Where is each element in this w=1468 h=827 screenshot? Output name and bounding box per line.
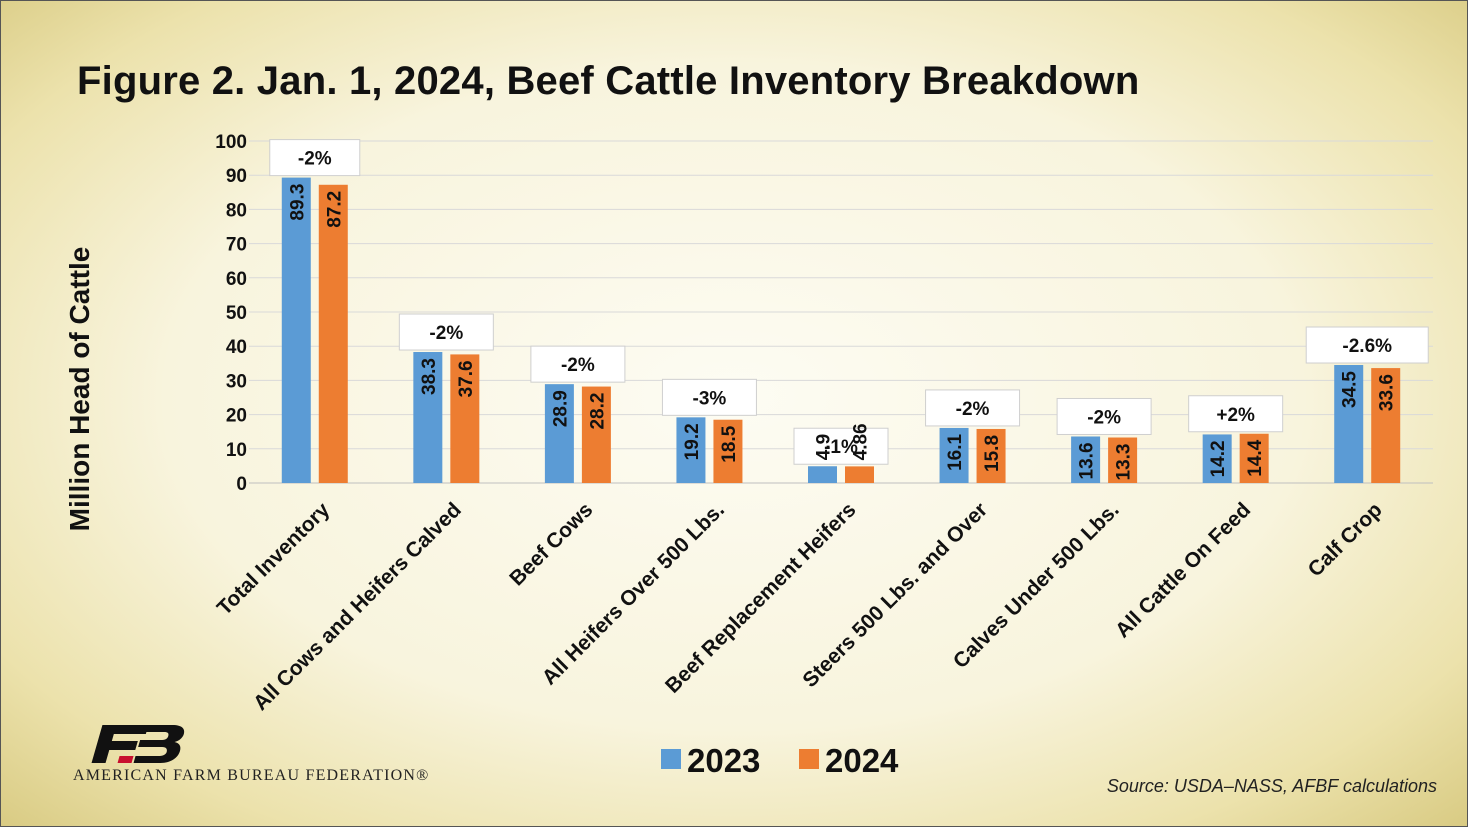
bar-2023 — [281, 177, 311, 483]
bar-2024 — [976, 428, 1006, 483]
legend: 2023 2024 — [661, 742, 899, 779]
y-axis-label: Million Head of Cattle — [64, 247, 95, 532]
source-note: Source: USDA–NASS, AFBF calculations — [1106, 776, 1437, 796]
y-tick-label: 100 — [215, 132, 247, 153]
value-label: 4.9 — [814, 434, 835, 460]
change-annotations: -2% -2% -2% -3% -1% -2% -2% +2% -2.6% — [269, 139, 1429, 465]
value-label: 19.2 — [682, 423, 703, 460]
y-axis: 0 10 20 30 40 50 60 70 80 90 100 — [215, 132, 247, 495]
value-label: 87.2 — [324, 191, 345, 228]
legend-swatch-2024 — [799, 749, 819, 769]
change-box — [398, 313, 494, 351]
change-box — [925, 389, 1021, 427]
value-label: 28.2 — [587, 393, 608, 430]
category-label: All Cattle On Feed — [1111, 498, 1255, 642]
value-label: 14.4 — [1245, 439, 1266, 476]
value-label: 89.3 — [287, 184, 308, 221]
bars — [281, 177, 1401, 483]
bar-2023 — [1071, 436, 1101, 483]
value-label: 18.5 — [719, 425, 740, 462]
value-label: 15.8 — [982, 435, 1003, 472]
change-box — [269, 139, 361, 177]
y-tick-label: 20 — [226, 406, 247, 427]
bar-2024 — [450, 354, 480, 483]
legend-label-2023: 2023 — [687, 742, 760, 779]
farm-bureau-logo-icon — [91, 725, 185, 763]
change-box — [661, 378, 757, 416]
bar-2023 — [808, 466, 837, 483]
org-name: AMERICAN FARM BUREAU FEDERATION® — [73, 767, 430, 784]
y-tick-label: 30 — [226, 371, 247, 392]
y-tick-label: 0 — [236, 474, 247, 495]
value-label: 13.3 — [1114, 444, 1135, 481]
y-tick-label: 40 — [226, 337, 247, 358]
y-tick-label: 10 — [226, 440, 247, 461]
bar-2024 — [1239, 433, 1269, 483]
bar-2024 — [713, 419, 743, 483]
value-label: 13.6 — [1077, 442, 1098, 479]
category-label: All Cows and Heifers Calved — [249, 498, 466, 715]
category-label: Beef Cows — [505, 498, 597, 590]
change-label: -2.6% — [1342, 336, 1392, 357]
value-labels: 89.3 87.2 38.3 37.6 28.9 28.2 19.2 18.5 4.9 4.86 1… — [287, 184, 1397, 481]
change-label: -2% — [561, 355, 595, 376]
category-label: Calf Crop — [1304, 498, 1387, 581]
bar-2023 — [413, 352, 443, 483]
bar-2024 — [1108, 437, 1138, 483]
chart-title: Figure 2. Jan. 1, 2024, Beef Cattle Inve… — [77, 59, 1140, 103]
bar-2024 — [318, 184, 348, 483]
value-label: 34.5 — [1340, 371, 1361, 408]
bar-2024 — [1371, 368, 1401, 483]
bar-2023 — [1334, 365, 1364, 483]
change-box — [1305, 326, 1429, 364]
value-label: 28.9 — [550, 390, 571, 427]
bar-2024 — [845, 466, 874, 483]
change-box — [1056, 397, 1152, 435]
change-box — [1188, 395, 1284, 433]
change-box — [793, 427, 889, 465]
category-label: Total Inventory — [213, 498, 335, 620]
bar-2023 — [676, 417, 706, 483]
change-label: -2% — [429, 323, 463, 344]
bar-2023 — [544, 384, 574, 483]
value-label: 16.1 — [945, 434, 966, 471]
y-tick-label: 80 — [226, 200, 247, 221]
bar-2023 — [939, 427, 969, 483]
y-tick-label: 70 — [226, 235, 247, 256]
change-label: -3% — [693, 388, 727, 409]
change-label: -2% — [956, 399, 990, 420]
value-label: 37.6 — [456, 360, 477, 397]
value-label: 14.2 — [1208, 440, 1229, 477]
y-tick-label: 60 — [226, 269, 247, 290]
change-label: +2% — [1216, 405, 1255, 426]
y-tick-label: 50 — [226, 303, 247, 324]
change-label: -2% — [298, 149, 332, 170]
change-label: -1% — [824, 437, 858, 458]
afbf-logo: AMERICAN FARM BUREAU FEDERATION® — [73, 723, 533, 793]
value-label: 33.6 — [1377, 374, 1398, 411]
legend-swatch-2023 — [661, 749, 681, 769]
change-box — [530, 345, 626, 383]
change-label: -2% — [1087, 407, 1121, 428]
legend-label-2024: 2024 — [825, 742, 899, 779]
y-tick-label: 90 — [226, 166, 247, 187]
value-label: 38.3 — [419, 358, 440, 395]
bar-2024 — [581, 386, 611, 483]
value-label: 4.86 — [851, 423, 872, 460]
bar-2023 — [1202, 434, 1232, 483]
